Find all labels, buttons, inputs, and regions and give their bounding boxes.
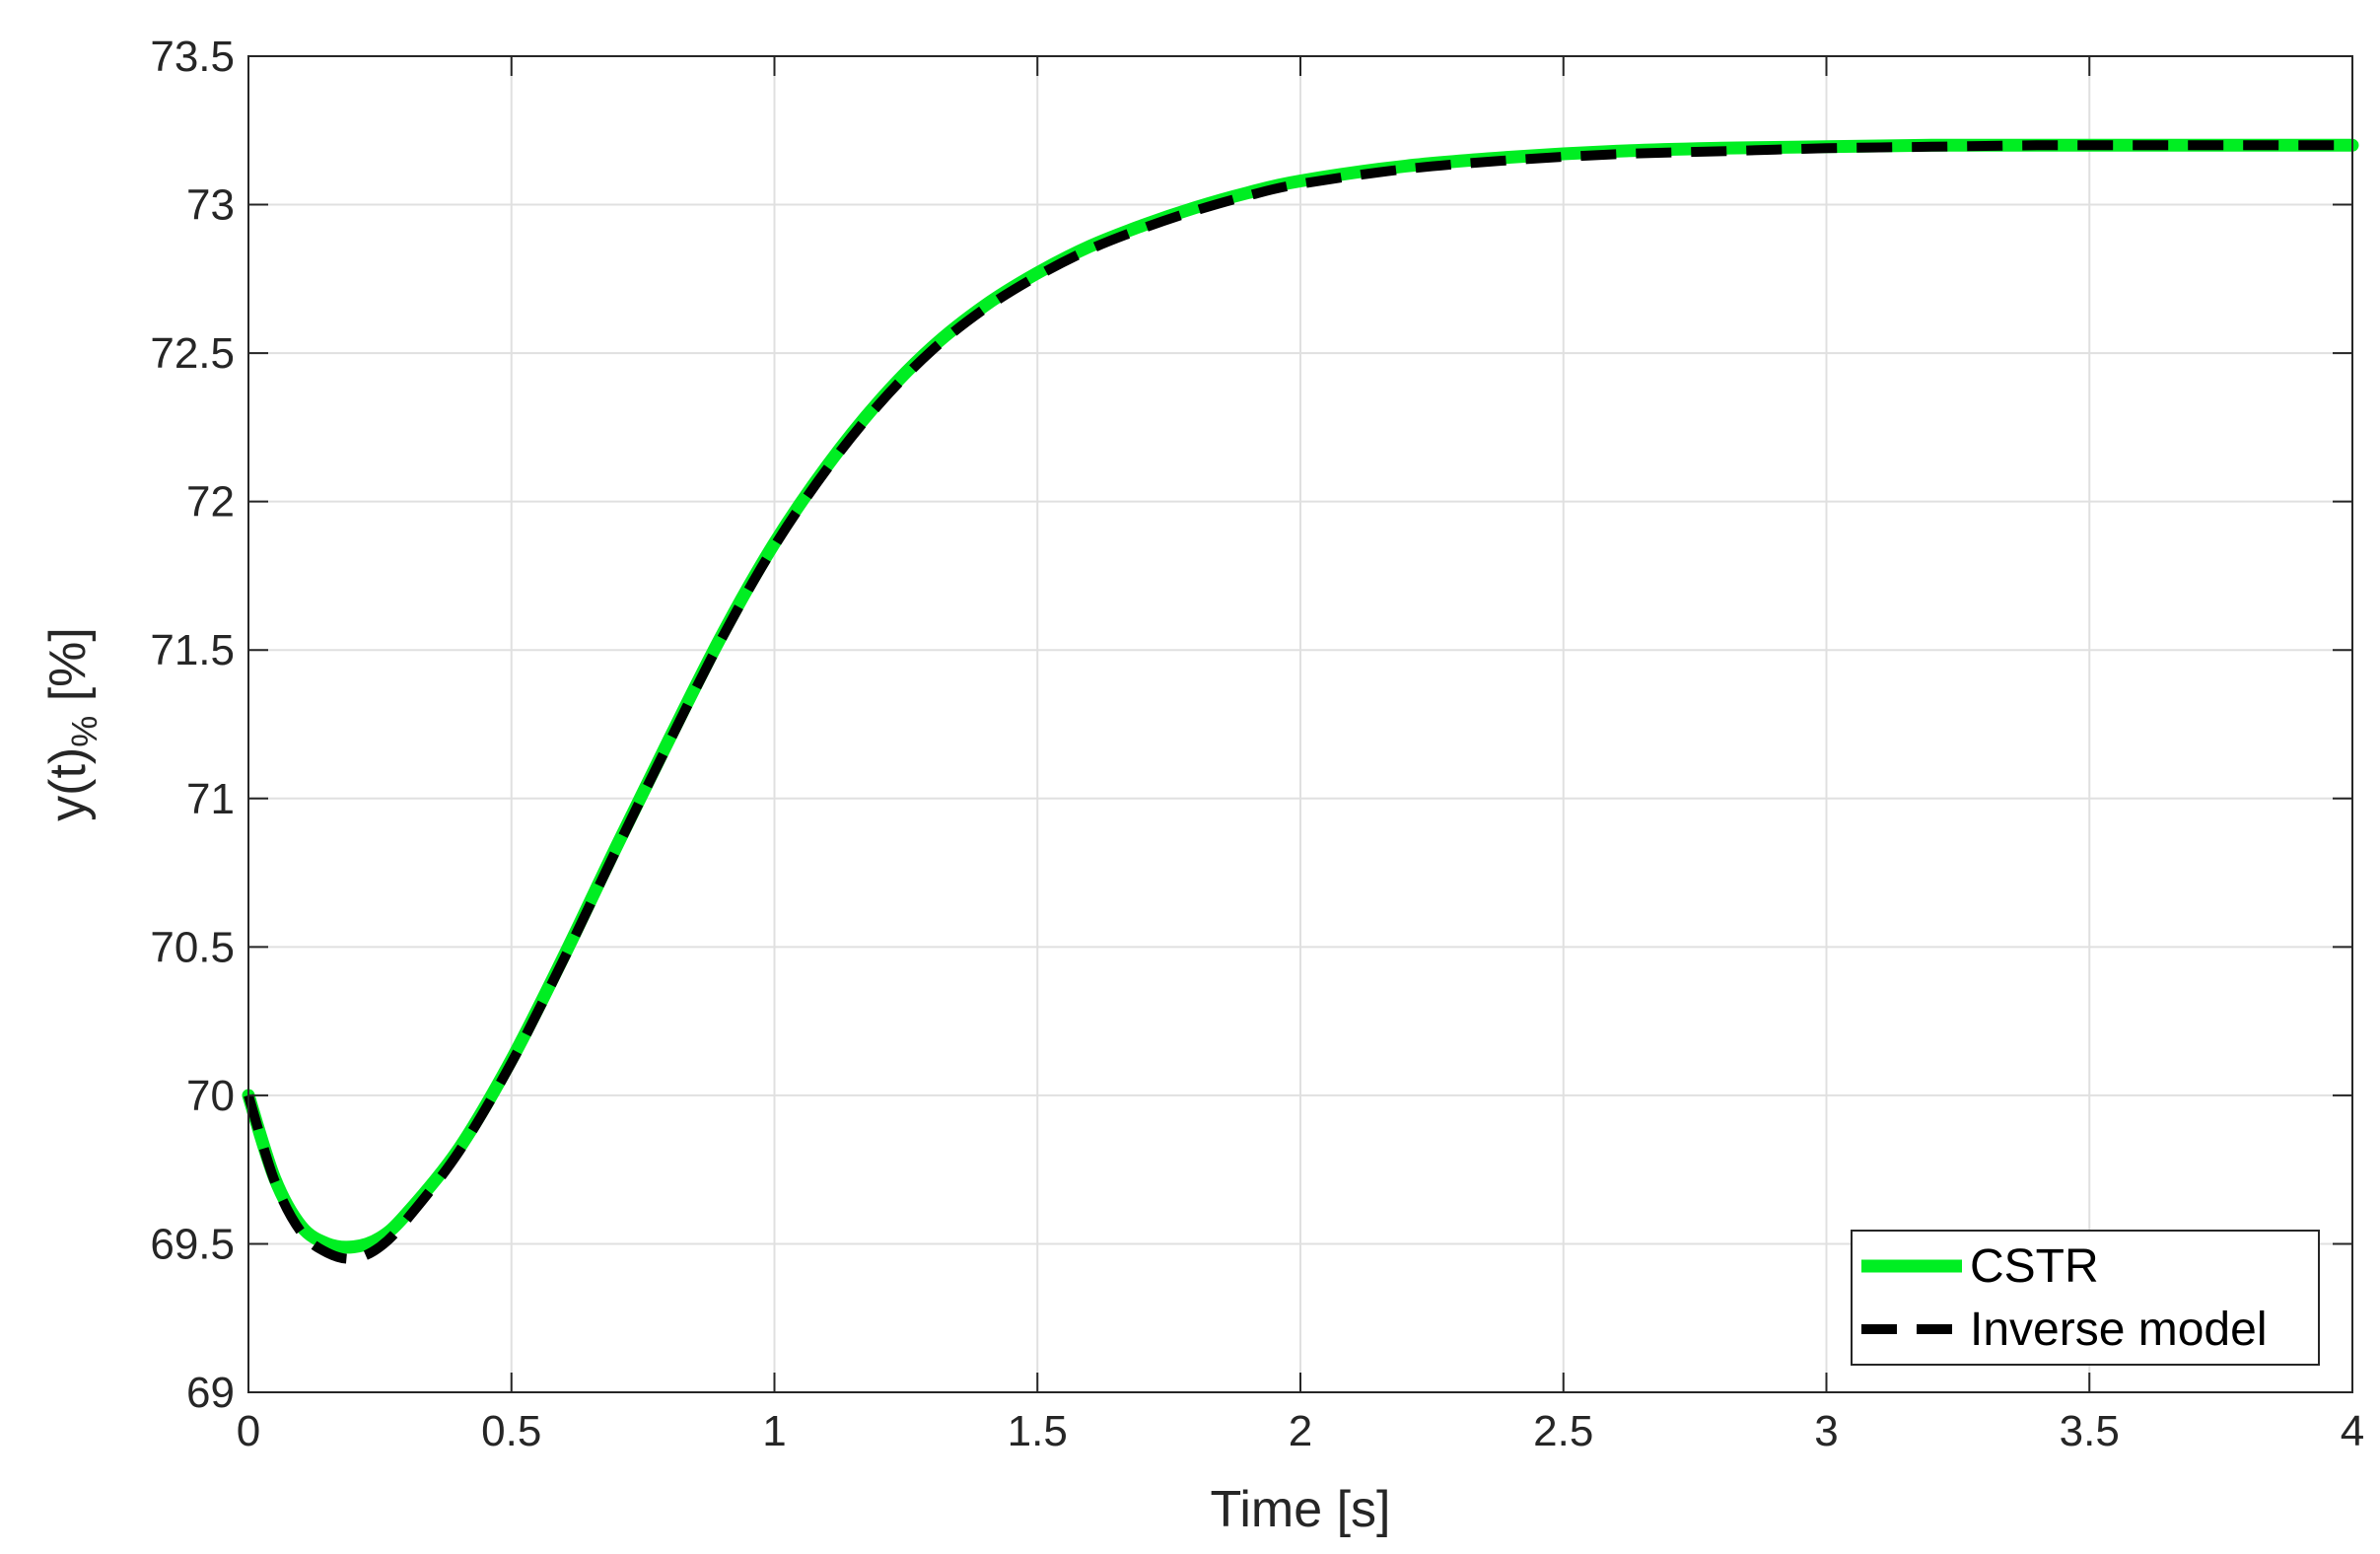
y-tick-label: 71 [186,775,235,823]
legend-box [1851,1230,2320,1366]
y-tick-label: 72.5 [150,329,235,378]
x-tick-label: 3 [1814,1407,1838,1455]
series-line-inverse-model [244,140,2352,1264]
y-axis-label-subscript: % [64,716,105,747]
x-tick-label: 2 [1289,1407,1312,1455]
y-tick-label: 70 [186,1072,235,1120]
ticks [247,55,2353,1393]
x-tick-label: 3.5 [2060,1407,2120,1455]
y-tick-label: 72 [186,478,235,527]
x-tick-label: 1 [762,1407,786,1455]
y-tick-label: 73.5 [150,33,235,81]
tick-labels: 0 0.5 1 1.5 2 2.5 3 3.5 4 69 69.5 70 70.5 71 71.5 72 72.… [150,33,2364,1455]
y-tick-label: 71.5 [150,626,235,674]
x-tick-label: 0 [237,1407,260,1455]
x-tick-label: 1.5 [1008,1407,1068,1455]
y-tick-label: 69 [186,1369,235,1417]
y-axis-label-main: y(t) [39,747,97,821]
y-tick-label: 69.5 [150,1220,235,1268]
x-tick-label: 0.5 [481,1407,541,1455]
x-tick-label: 2.5 [1533,1407,1593,1455]
y-tick-label: 73 [186,181,235,230]
legend-label-inverse-model: Inverse model [1970,1304,2267,1356]
series-group [242,138,2359,1264]
legend-label-cstr: CSTR [1970,1240,2099,1293]
y-tick-label: 70.5 [150,923,235,971]
x-tick-label: 4 [2341,1407,2364,1455]
legend: CSTR Inverse model [1851,1230,2320,1366]
x-axis-label: Time [s] [1211,1481,1391,1538]
y-axis-label-unit: [%] [39,627,97,716]
y-axis-label: y(t)% [%] [39,627,105,821]
